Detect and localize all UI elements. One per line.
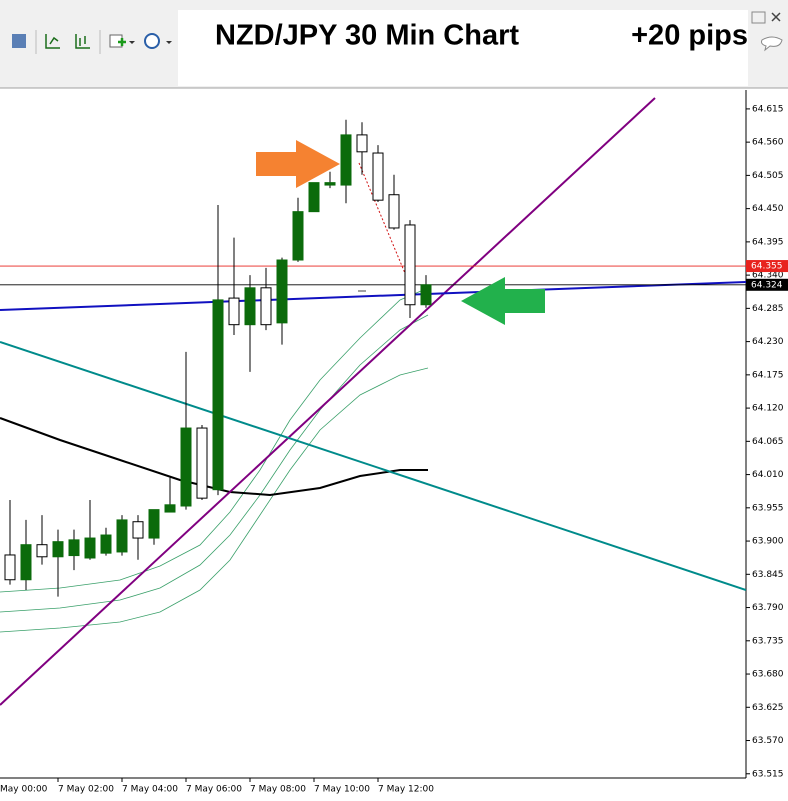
candle-body (164, 504, 176, 513)
trend-line (0, 341, 746, 591)
icon-plus (118, 38, 126, 46)
candle-body (68, 539, 80, 557)
candle-body (196, 427, 208, 499)
close-button[interactable] (771, 12, 781, 22)
candle-body (292, 211, 304, 261)
chart-title: NZD/JPY 30 Min Chart (215, 20, 519, 52)
candle-body (244, 287, 256, 326)
icon-periods[interactable] (144, 33, 160, 49)
candle-body (116, 519, 128, 553)
y-tick-label: 63.680 (752, 670, 784, 680)
y-tick-label: 64.615 (752, 104, 784, 114)
x-tick-label: 7 May 06:00 (186, 785, 242, 795)
envelope (0, 314, 429, 613)
icon-autoscroll[interactable] (75, 34, 90, 49)
y-tick-label: 64.450 (752, 204, 784, 214)
price-label: 64.324 (751, 280, 783, 290)
x-tick-label: 7 May 12:00 (378, 785, 434, 795)
candle-body (212, 299, 224, 491)
toolbar-icons[interactable] (12, 30, 172, 54)
restore-button[interactable] (751, 11, 766, 24)
y-tick-label: 64.340 (752, 271, 784, 281)
envelope (0, 367, 429, 633)
candle-body (340, 134, 352, 186)
candle-body (84, 537, 96, 559)
candle-body (148, 509, 160, 539)
x-tick-label: May 00:00 (0, 785, 48, 795)
candle-body (260, 287, 272, 326)
dropdown[interactable] (129, 41, 135, 44)
y-tick-label: 64.285 (752, 304, 784, 314)
green-arrow (461, 277, 545, 325)
chart-subtitle: +20 pips (631, 20, 748, 52)
y-tick-label: 64.175 (752, 370, 784, 380)
candle-body (324, 182, 336, 186)
y-tick-label: 63.570 (752, 736, 784, 746)
x-tick-label: 7 May 10:00 (314, 785, 370, 795)
candle-body (356, 134, 368, 153)
candle-body (372, 152, 384, 201)
candle-body (180, 427, 192, 507)
trend-line (0, 281, 746, 311)
price-label-box (746, 260, 788, 273)
candle-body (132, 521, 144, 539)
candle-body (276, 259, 288, 324)
y-tick-label: 64.065 (752, 437, 784, 447)
candle-body (420, 284, 432, 306)
candle-body (20, 544, 32, 581)
x-tick-label: 7 May 08:00 (250, 785, 306, 795)
plot (0, 119, 746, 597)
drawings (0, 97, 746, 706)
x-tick-label: 7 May 04:00 (122, 785, 178, 795)
title-box (178, 10, 748, 86)
candle-body (52, 541, 64, 558)
candle-body (4, 554, 16, 581)
candle-body (100, 534, 112, 554)
y-tick-label: 64.395 (752, 237, 784, 247)
candle-body (36, 544, 48, 558)
x-tick-label: 7 May 02:00 (58, 785, 114, 795)
envelope (0, 287, 429, 593)
trend-line (0, 97, 656, 706)
y-tick-label: 64.010 (752, 470, 784, 480)
icon-chart-shift[interactable] (45, 34, 60, 49)
trade-line (358, 162, 413, 291)
y-tick-label: 63.735 (752, 636, 784, 646)
chat-icon[interactable] (761, 36, 783, 52)
y-tick-label: 63.845 (752, 570, 784, 580)
y-tick-label: 64.230 (752, 337, 784, 347)
icon-windows[interactable] (12, 34, 26, 48)
y-tick-label: 64.505 (752, 171, 784, 181)
y-tick-label: 64.120 (752, 404, 784, 414)
candle-body (404, 224, 416, 306)
y-tick-label: 63.625 (752, 703, 784, 713)
dropdown[interactable] (166, 41, 172, 44)
y-tick-label: 63.900 (752, 537, 784, 547)
y-tick-label: 64.560 (752, 138, 784, 148)
candle-body (388, 194, 400, 229)
candle-body (308, 182, 320, 213)
price-label-box (746, 278, 788, 291)
candle-body (228, 297, 240, 326)
y-tick-label: 63.790 (752, 603, 784, 613)
price-label: 64.355 (751, 262, 783, 272)
y-tick-label: 63.955 (752, 503, 784, 513)
moving-average (0, 417, 428, 497)
y-tick-label: 63.515 (752, 769, 784, 779)
orange-arrow (256, 140, 340, 188)
